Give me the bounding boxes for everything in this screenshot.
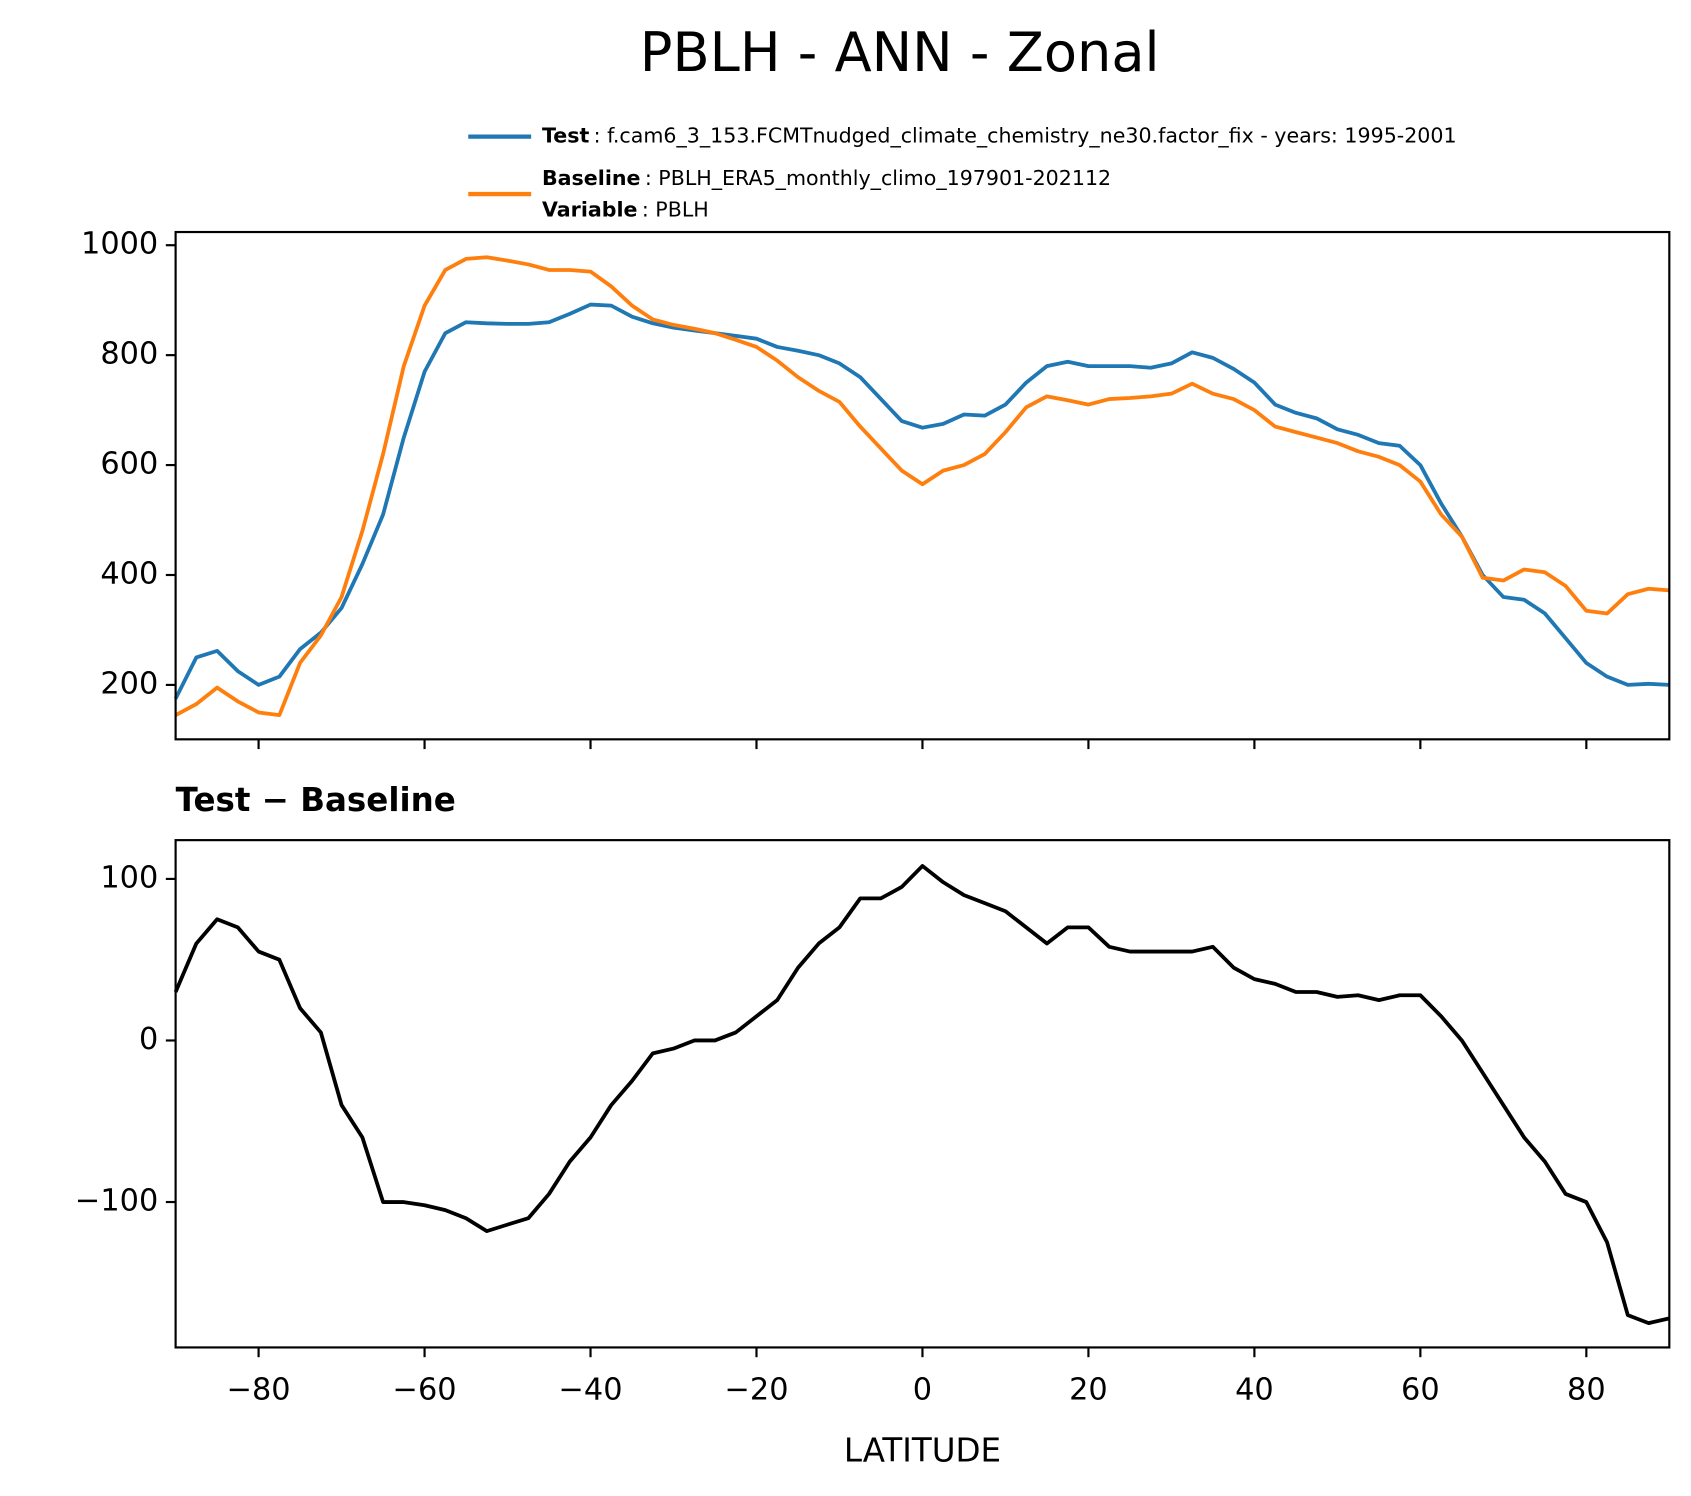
- legend-name: Variable: [542, 197, 638, 221]
- x-tick-label: −20: [724, 1372, 788, 1407]
- x-tick-label: −40: [559, 1372, 623, 1407]
- legend-label: : PBLH_ERA5_monthly_climo_197901-202112: [645, 166, 1111, 191]
- y-tick-label: 1000: [81, 227, 158, 262]
- data-line: [173, 302, 1670, 700]
- legend-label: : PBLH: [642, 197, 709, 221]
- legend: Test: f.cam6_3_153.FCMTnudged_climate_ch…: [468, 124, 1457, 221]
- legend-entry: Baseline: PBLH_ERA5_monthly_climo_197901…: [542, 166, 1111, 191]
- legend-label: : f.cam6_3_153.FCMTnudged_climate_chemis…: [594, 124, 1457, 149]
- x-tick-label: 80: [1567, 1372, 1606, 1407]
- y-tick-label: 200: [100, 666, 158, 701]
- x-tick-label: 40: [1235, 1372, 1274, 1407]
- y-tick-label: 800: [100, 337, 158, 372]
- legend-name: Baseline: [542, 166, 641, 190]
- plot-frame: [174, 839, 1671, 1349]
- x-axis-label: LATITUDE: [844, 1432, 1001, 1470]
- x-tick-label: 60: [1401, 1372, 1440, 1407]
- y-tick-label: 600: [100, 447, 158, 482]
- data-line: [173, 864, 1670, 1326]
- x-tick-label: 0: [913, 1372, 932, 1407]
- figure-title: PBLH - ANN - Zonal: [640, 21, 1160, 84]
- subplot-title: Test − Baseline: [176, 781, 456, 819]
- x-tick-label: −80: [227, 1372, 291, 1407]
- y-tick-label: 0: [139, 1022, 158, 1057]
- legend-entry: Variable: PBLH: [542, 197, 709, 221]
- legend-name: Test: [542, 124, 590, 148]
- x-tick-label: −60: [393, 1372, 457, 1407]
- x-tick-label: 20: [1069, 1372, 1108, 1407]
- legend-entry: Test: f.cam6_3_153.FCMTnudged_climate_ch…: [542, 124, 1457, 149]
- y-tick-label: 100: [100, 860, 158, 895]
- data-line: [174, 255, 1670, 718]
- y-tick-label: 400: [100, 556, 158, 591]
- y-tick-label: −100: [75, 1184, 158, 1219]
